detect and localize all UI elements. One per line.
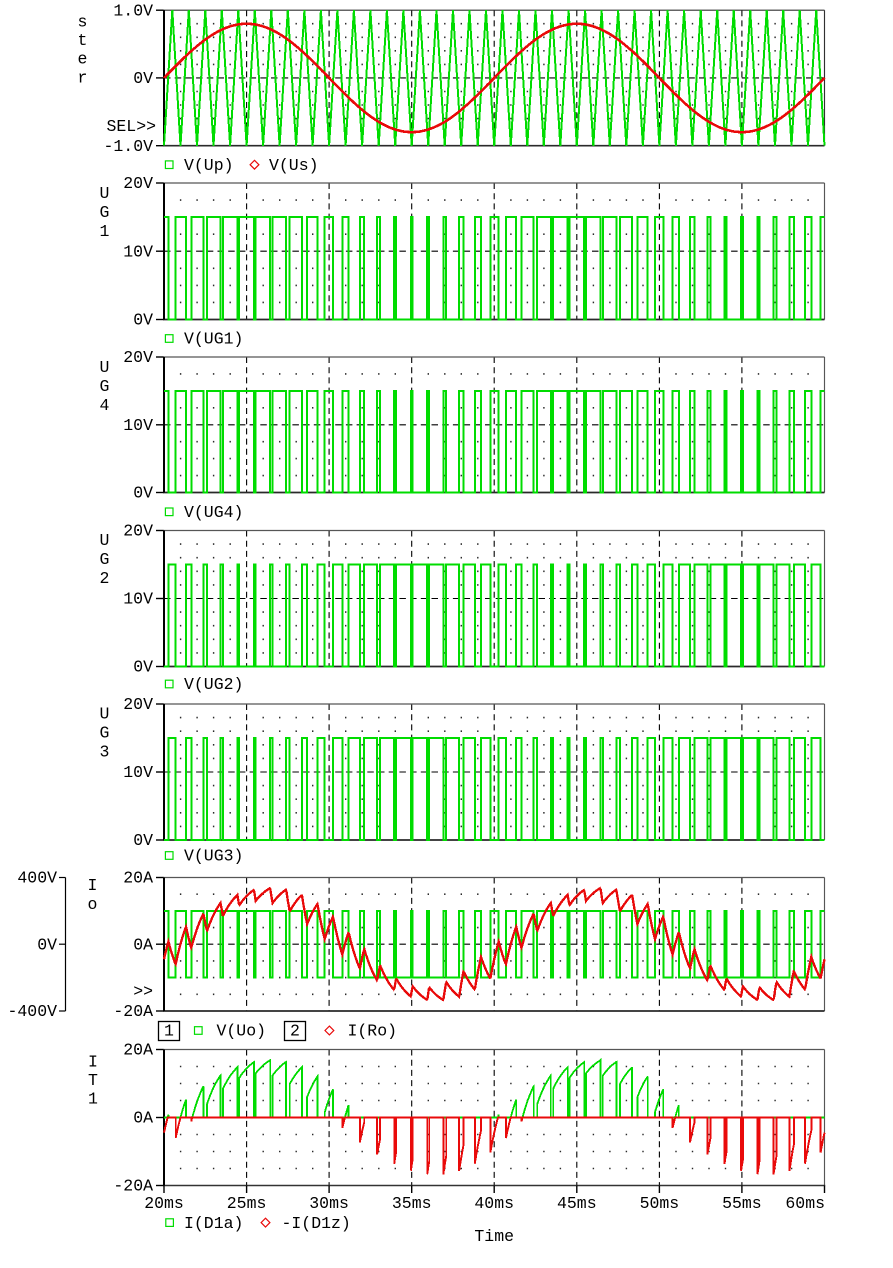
svg-text:55ms: 55ms [722, 1194, 762, 1213]
svg-text:G: G [99, 550, 109, 569]
svg-text:r: r [78, 68, 88, 87]
svg-text:400V: 400V [17, 869, 57, 888]
svg-text:-1.0V: -1.0V [103, 137, 153, 156]
svg-text:o: o [88, 895, 98, 914]
svg-text:10V: 10V [123, 590, 153, 609]
svg-text:20V: 20V [123, 348, 153, 367]
svg-text:-400V: -400V [7, 1002, 57, 1021]
svg-text:G: G [99, 377, 109, 396]
svg-text:T: T [88, 1071, 98, 1090]
svg-text:I(Ro): I(Ro) [348, 1022, 398, 1041]
svg-text:V(Up): V(Up) [184, 156, 234, 175]
svg-text:1.0V: 1.0V [113, 1, 153, 20]
svg-text:0V: 0V [133, 311, 153, 330]
svg-text:G: G [99, 203, 109, 222]
svg-text:0A: 0A [133, 936, 153, 955]
svg-text:20A: 20A [123, 869, 153, 888]
svg-text:V(UG4): V(UG4) [184, 503, 243, 522]
svg-text:U: U [99, 358, 109, 377]
svg-text:10V: 10V [123, 242, 153, 261]
svg-text:e: e [78, 50, 88, 69]
svg-text:-I(D1z): -I(D1z) [282, 1214, 351, 1233]
svg-text:20V: 20V [123, 174, 153, 193]
svg-text:I: I [88, 876, 98, 895]
svg-text:U: U [99, 184, 109, 203]
svg-text:35ms: 35ms [392, 1194, 432, 1213]
svg-text:t: t [78, 31, 88, 50]
svg-text:1: 1 [99, 222, 109, 241]
svg-text:I: I [88, 1053, 98, 1072]
svg-text:SEL>>: SEL>> [107, 117, 157, 136]
svg-text:U: U [99, 531, 109, 550]
svg-text:0V: 0V [37, 936, 57, 955]
svg-text:50ms: 50ms [640, 1194, 680, 1213]
svg-text:V(UG2): V(UG2) [184, 675, 243, 694]
svg-text:0A: 0A [133, 1109, 153, 1128]
svg-text:V(Uo): V(Uo) [217, 1022, 267, 1041]
svg-text:25ms: 25ms [227, 1194, 267, 1213]
svg-text:-20A: -20A [113, 1177, 153, 1196]
svg-text:20ms: 20ms [144, 1194, 184, 1213]
svg-text:V(Us): V(Us) [269, 156, 319, 175]
svg-text:Time: Time [474, 1227, 514, 1246]
svg-text:20V: 20V [123, 695, 153, 714]
svg-text:U: U [99, 705, 109, 724]
svg-text:20A: 20A [123, 1041, 153, 1060]
svg-text:0V: 0V [133, 484, 153, 503]
svg-text:V(UG3): V(UG3) [184, 847, 243, 866]
svg-text:V(UG1): V(UG1) [184, 330, 243, 349]
svg-text:I(D1a): I(D1a) [184, 1214, 243, 1233]
svg-text:-20A: -20A [113, 1002, 153, 1021]
svg-text:10V: 10V [123, 763, 153, 782]
svg-text:40ms: 40ms [474, 1194, 514, 1213]
svg-text:s: s [78, 13, 88, 32]
svg-text:1: 1 [88, 1090, 98, 1109]
svg-text:10V: 10V [123, 416, 153, 435]
svg-text:>>: >> [133, 982, 153, 1001]
svg-text:2: 2 [99, 569, 109, 588]
svg-text:1: 1 [164, 1022, 174, 1041]
svg-text:0V: 0V [133, 658, 153, 677]
svg-text:3: 3 [99, 743, 109, 762]
svg-text:0V: 0V [133, 69, 153, 88]
svg-text:30ms: 30ms [309, 1194, 349, 1213]
svg-text:4: 4 [99, 396, 109, 415]
svg-text:20V: 20V [123, 522, 153, 541]
svg-text:45ms: 45ms [557, 1194, 597, 1213]
svg-text:0V: 0V [133, 831, 153, 850]
svg-text:60ms: 60ms [785, 1194, 825, 1213]
svg-text:2: 2 [290, 1022, 300, 1041]
svg-text:G: G [99, 724, 109, 743]
